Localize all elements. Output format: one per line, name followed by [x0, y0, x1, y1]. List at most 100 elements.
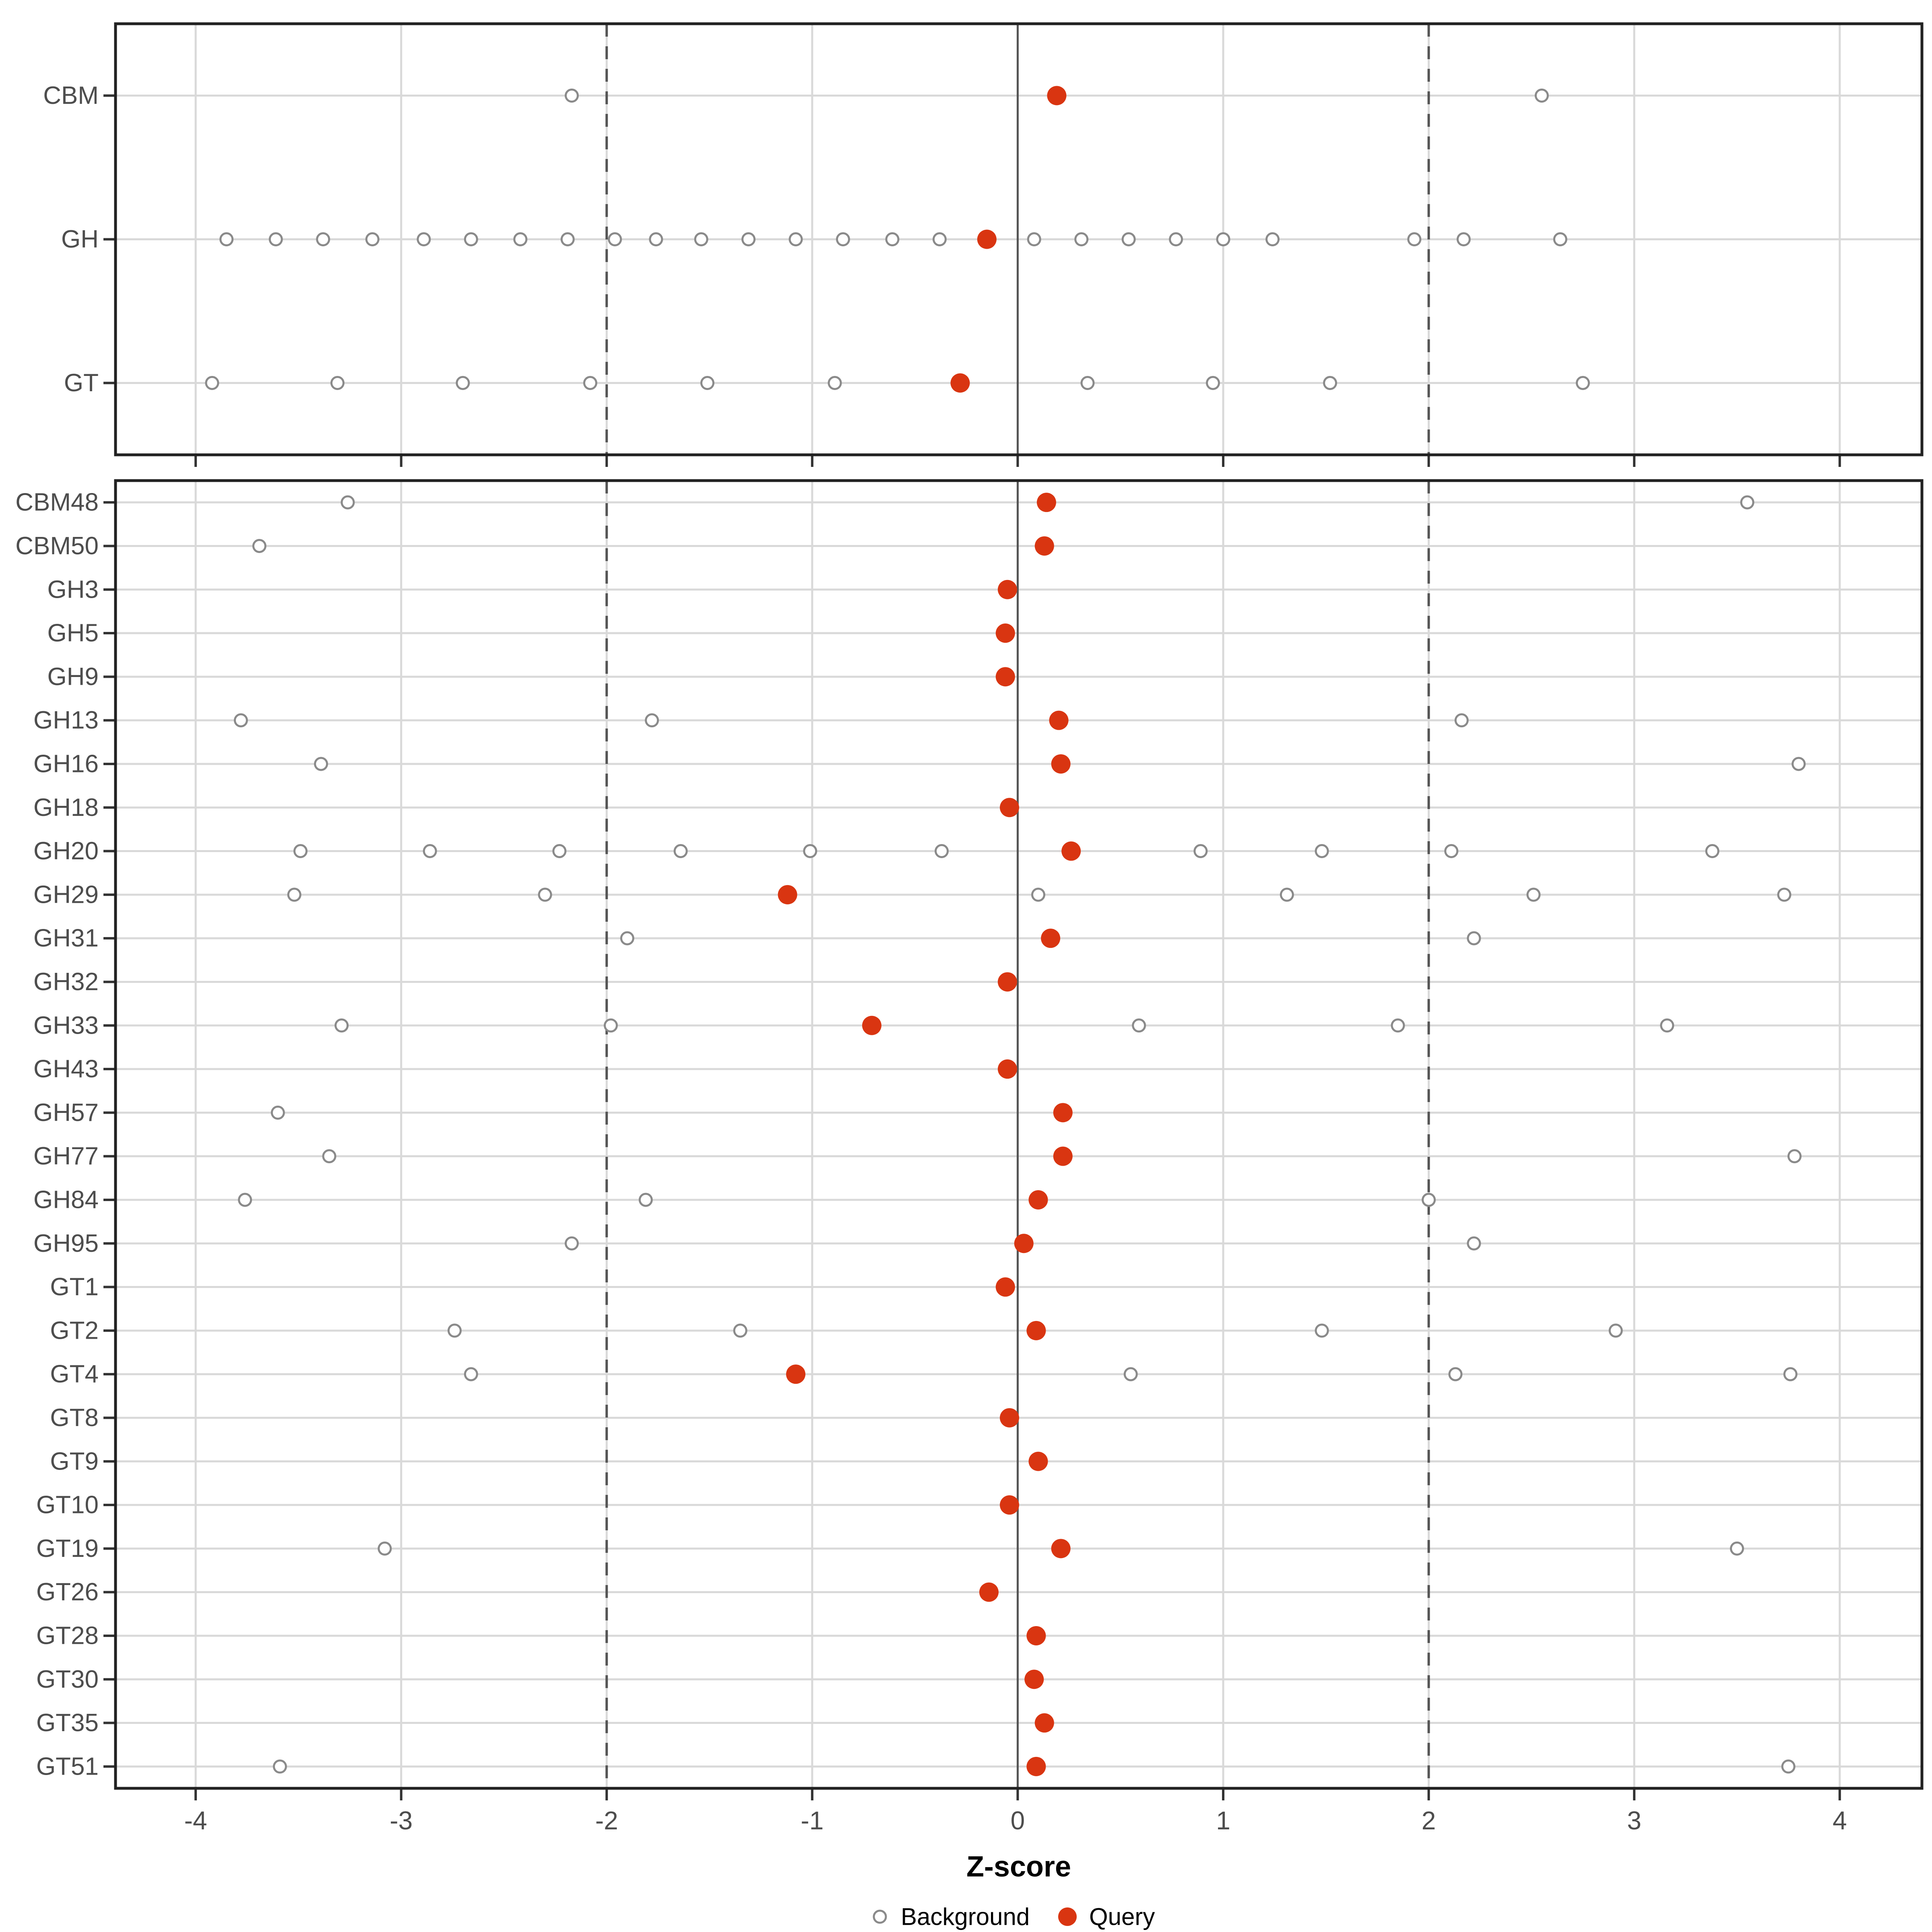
background-point	[1216, 232, 1230, 246]
chart-generated-content: CBM GH GT CBM48 CBM50 GH3 GH5 GH9 GH13 GH16 GH18 GH…	[15, 22, 1924, 1835]
background-point	[1526, 888, 1541, 902]
background-point	[330, 376, 345, 390]
background-point	[1467, 931, 1481, 945]
background-point	[1121, 232, 1136, 246]
background-point	[733, 1323, 747, 1338]
query-point	[786, 1364, 806, 1384]
query-point	[1026, 1626, 1046, 1645]
background-point	[935, 844, 949, 859]
background-point	[608, 232, 622, 246]
background-point	[538, 888, 552, 902]
background-point	[1553, 232, 1567, 246]
row-label: GT4	[50, 1360, 99, 1388]
background-point	[1080, 376, 1095, 390]
query-point	[1026, 1757, 1046, 1776]
background-point	[334, 1018, 349, 1033]
panel-border	[114, 479, 1924, 1790]
row-label: GH5	[47, 619, 99, 647]
background-point	[788, 232, 803, 246]
query-point	[1051, 1539, 1071, 1558]
background-point	[1280, 888, 1294, 902]
query-point	[1041, 929, 1061, 948]
query-point	[1000, 1408, 1020, 1428]
background-point	[513, 232, 528, 246]
background-point	[649, 232, 663, 246]
query-point	[997, 1059, 1017, 1079]
background-point	[1444, 844, 1459, 859]
background-point	[1031, 888, 1046, 902]
query-point	[1024, 1670, 1044, 1689]
row-label: GH31	[33, 925, 99, 952]
row-label: GH9	[47, 663, 99, 691]
background-point	[1265, 232, 1280, 246]
background-point	[1448, 1367, 1463, 1381]
row-label: GH57	[33, 1099, 99, 1127]
background-point	[205, 376, 219, 390]
x-tick-label: 3	[1627, 1806, 1641, 1835]
query-point	[1049, 710, 1069, 730]
x-tick-label: -2	[595, 1806, 618, 1835]
query-point	[979, 1582, 999, 1602]
query-point	[1014, 1234, 1034, 1253]
row-label: GH16	[33, 750, 99, 778]
background-point	[1456, 232, 1471, 246]
x-axis-title: Z-score	[966, 1851, 1071, 1883]
row-label: GT30	[36, 1666, 99, 1693]
background-point	[1705, 844, 1719, 859]
background-point	[1323, 376, 1338, 390]
background-point	[1730, 1541, 1744, 1556]
background-point	[836, 232, 850, 246]
row-label: CBM50	[15, 532, 99, 560]
background-point	[1074, 232, 1089, 246]
row-label: CBM	[43, 82, 99, 109]
background-point	[464, 232, 478, 246]
query-point	[1000, 1495, 1020, 1515]
query-point	[862, 1016, 881, 1035]
background-point	[322, 1149, 336, 1164]
query-point	[1053, 1146, 1073, 1166]
x-tick-label: 4	[1833, 1806, 1847, 1835]
background-point	[314, 757, 328, 771]
row-label: GT9	[50, 1447, 99, 1475]
background-point	[620, 931, 634, 945]
background-point	[1422, 1193, 1436, 1207]
row-label: GH13	[33, 706, 99, 734]
background-point	[252, 539, 266, 553]
row-label: GH18	[33, 794, 99, 822]
row-label: GT28	[36, 1622, 99, 1649]
row-label: GH	[61, 225, 99, 253]
query-point	[1026, 1321, 1046, 1340]
background-point	[464, 1367, 478, 1381]
legend-background-marker-icon	[873, 1909, 887, 1924]
x-tick-label: 2	[1422, 1806, 1436, 1835]
row-label: GH84	[33, 1186, 99, 1214]
background-point	[583, 376, 597, 390]
background-point	[417, 232, 431, 246]
background-point	[700, 376, 714, 390]
row-label: GH3	[47, 576, 99, 603]
legend-background-label: Background	[901, 1903, 1030, 1930]
background-point	[1534, 89, 1549, 103]
background-point	[1608, 1323, 1623, 1338]
query-point	[778, 885, 797, 904]
x-tick-label: 1	[1216, 1806, 1230, 1835]
background-point	[378, 1541, 392, 1556]
query-point	[995, 1277, 1015, 1297]
background-point	[803, 844, 817, 859]
row-label: GH29	[33, 881, 99, 908]
query-point	[1028, 1190, 1048, 1210]
background-point	[1123, 1367, 1138, 1381]
background-point	[1132, 1018, 1146, 1033]
background-point	[1407, 232, 1422, 246]
background-point	[293, 844, 308, 859]
background-point	[564, 89, 579, 103]
query-point	[1047, 86, 1067, 105]
background-point	[1454, 713, 1469, 728]
x-tick-label: -3	[390, 1806, 413, 1835]
background-point	[885, 232, 900, 246]
row-label: GT8	[50, 1404, 99, 1432]
background-point	[1391, 1018, 1405, 1033]
query-point	[1053, 1103, 1073, 1123]
